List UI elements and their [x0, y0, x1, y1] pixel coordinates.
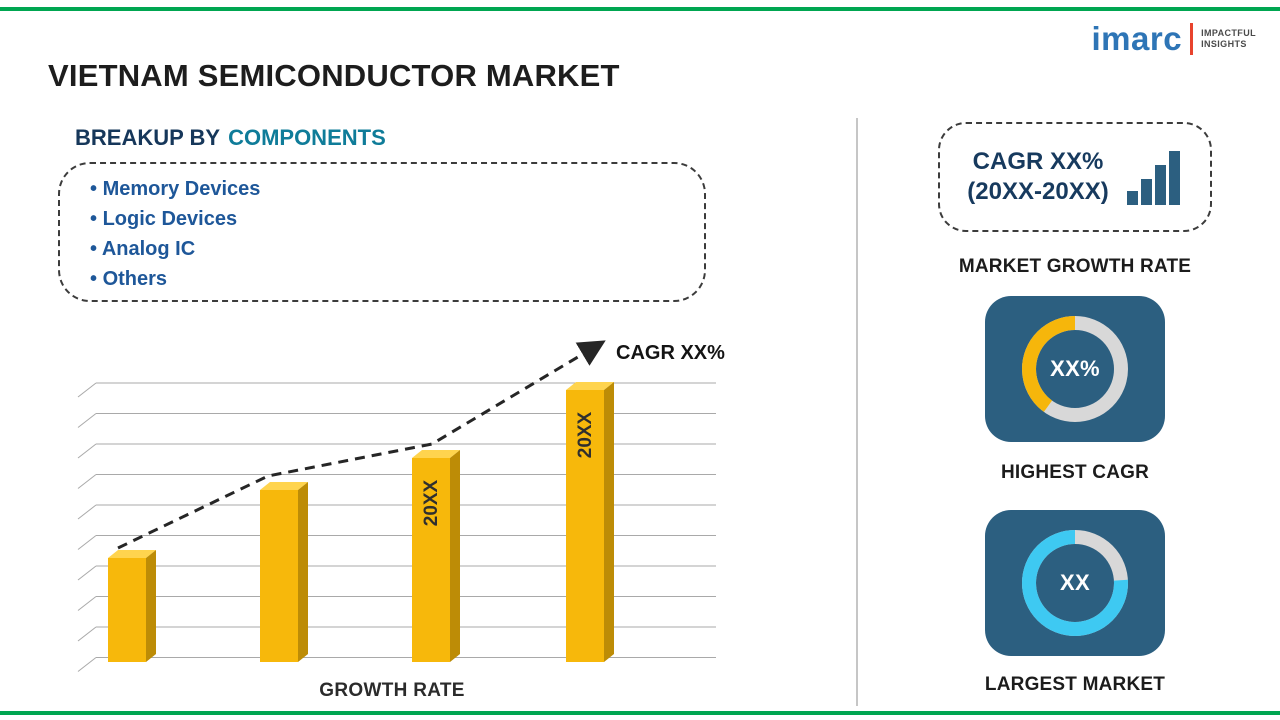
logo-divider: [1190, 22, 1194, 55]
components-list-box: Memory Devices Logic Devices Analog IC O…: [58, 162, 706, 302]
largest-market-card: XX: [985, 510, 1165, 656]
bar-year-label: 20XX: [575, 411, 596, 458]
list-item: Logic Devices: [90, 204, 704, 234]
cagr-badge-text: CAGR XX% (20XX-20XX): [967, 147, 1108, 207]
cagr-badge-line2: (20XX-20XX): [967, 178, 1109, 205]
imarc-logo: imarc IMPACTFUL INSIGHTS: [1092, 22, 1257, 55]
bar-front-face: [108, 558, 146, 662]
grid-slant-line: [77, 657, 97, 672]
list-item: Analog IC: [90, 234, 704, 264]
stats-column: CAGR XX% (20XX-20XX) MARKET GROWTH RATE …: [900, 118, 1250, 696]
largest-market-value: XX: [1060, 570, 1090, 595]
brand-tagline: IMPACTFUL INSIGHTS: [1201, 28, 1256, 50]
highest-cagr-caption: HIGHEST CAGR: [1000, 462, 1150, 483]
bar-side-face: [146, 550, 156, 662]
brand-wordmark: imarc: [1091, 20, 1183, 57]
cagr-badge-line1: CAGR XX%: [972, 148, 1104, 175]
list-item: Memory Devices: [90, 174, 704, 204]
bar-top-face: [108, 550, 156, 558]
grid-slant-line: [77, 535, 97, 550]
largest-market-donut: [1022, 530, 1128, 636]
highest-cagr-donut: [1022, 316, 1128, 422]
trend-dashed-line: [117, 340, 606, 550]
grid-slant-line: [77, 626, 97, 642]
largest-market-caption: LARGEST MARKET: [984, 674, 1166, 695]
highest-cagr-value: XX%: [1050, 356, 1100, 381]
bar-front-face: [260, 490, 298, 662]
brand-tagline-line1: IMPACTFUL: [1201, 27, 1256, 38]
grid-slant-line: [77, 474, 97, 489]
bar-top-face: [412, 450, 460, 458]
grid-slant-line: [77, 443, 97, 459]
bar-front-face: [412, 458, 450, 662]
bar-side-face: [298, 482, 308, 662]
bar-side-face: [450, 450, 460, 662]
bottom-accent-line: [0, 711, 1280, 715]
grid-slant-line: [77, 382, 97, 398]
grid-slant-line: [77, 596, 97, 611]
breakup-heading-highlight: COMPONENTS: [228, 125, 386, 150]
breakup-heading-prefix: BREAKUP BY: [75, 125, 221, 150]
cagr-badge: CAGR XX% (20XX-20XX): [938, 122, 1212, 232]
bar-top-face: [566, 382, 614, 390]
grid-slant-line: [77, 413, 97, 428]
market-growth-rate-caption: MARKET GROWTH RATE: [958, 256, 1192, 277]
list-item: Others: [90, 264, 704, 294]
grid-slant-line: [77, 565, 97, 581]
components-list: Memory Devices Logic Devices Analog IC O…: [90, 174, 704, 294]
bar-top-face: [260, 482, 308, 490]
top-accent-line: [0, 7, 1280, 11]
page-title: VIETNAM SEMICONDUCTOR MARKET: [48, 58, 620, 93]
bar-side-face: [604, 382, 614, 662]
growth-bar-chart: 20XX 20XX: [62, 330, 722, 680]
chart-bars: 20XX 20XX: [108, 382, 614, 662]
bar-chart-svg: 20XX 20XX: [77, 340, 716, 672]
growth-bars-icon: [1126, 151, 1180, 205]
growth-rate-axis-label: GROWTH RATE: [319, 680, 465, 701]
highest-cagr-card: XX%: [985, 296, 1165, 442]
breakup-heading: BREAKUP BY COMPONENTS: [75, 125, 386, 151]
trend-arrow: [117, 340, 606, 550]
section-divider: [856, 118, 858, 706]
chart-grid: [77, 382, 716, 672]
grid-slant-line: [77, 504, 97, 520]
bar-front-face: [566, 390, 604, 662]
brand-tagline-line2: INSIGHTS: [1201, 38, 1247, 49]
cagr-trend-label: CAGR XX%: [616, 342, 725, 364]
bar-year-label: 20XX: [421, 479, 442, 526]
